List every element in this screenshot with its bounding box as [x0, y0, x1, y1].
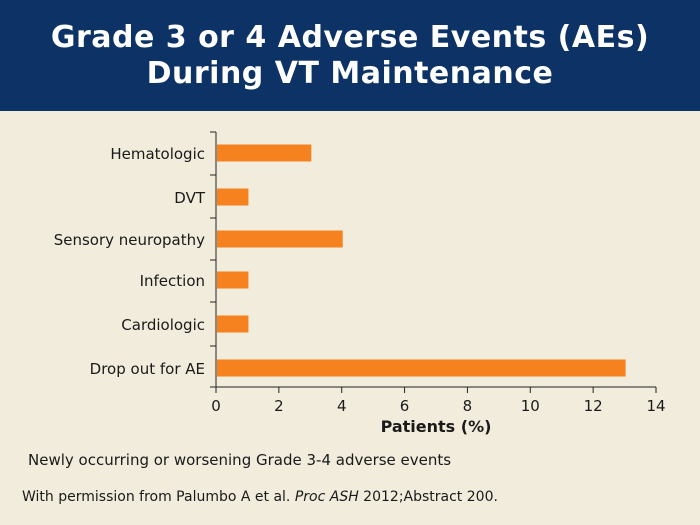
bar-hematologic — [217, 144, 312, 162]
bar-sensory-neuropathy — [217, 230, 343, 248]
x-tick-label: 8 — [463, 397, 473, 415]
x-tick-label: 14 — [646, 397, 665, 415]
bar-dvt — [217, 188, 249, 206]
bar-drop-out-for-ae — [217, 359, 626, 377]
slide-header: Grade 3 or 4 Adverse Events (AEs) During… — [0, 0, 700, 111]
x-tick-label: 2 — [274, 397, 284, 415]
bar-cardiologic — [217, 315, 249, 333]
x-tick-label: 12 — [584, 397, 603, 415]
y-tick-label: DVT — [174, 189, 206, 207]
x-tick-label: 4 — [337, 397, 347, 415]
citation-journal: Proc ASH — [294, 489, 359, 505]
y-tick-label: Drop out for AE — [90, 360, 205, 378]
x-axis-title: Patients (%) — [381, 417, 492, 436]
bar-infection — [217, 271, 249, 289]
y-tick-label: Cardiologic — [121, 316, 205, 334]
slide-title-line-1: Grade 3 or 4 Adverse Events (AEs) — [50, 19, 650, 55]
chart-canvas: Hematologic DVT Sensory neuropathy Infectio… — [54, 131, 666, 436]
adverse-events-bar-chart: Hematologic DVT Sensory neuropathy Infectio… — [0, 111, 700, 451]
slide-title-line-2: During VT Maintenance — [146, 55, 554, 91]
citation: With permission from Palumbo A et al. Pr… — [22, 489, 498, 505]
y-tick-label: Hematologic — [110, 145, 205, 163]
x-tick-label: 10 — [521, 397, 540, 415]
y-tick-label: Sensory neuropathy — [54, 231, 205, 249]
y-tick-label: Infection — [140, 272, 205, 290]
citation-suffix: 2012;Abstract 200. — [358, 489, 498, 505]
footnote: Newly occurring or worsening Grade 3-4 a… — [28, 451, 452, 469]
citation-prefix: With permission from Palumbo A et al. — [22, 489, 295, 505]
x-tick-label: 6 — [400, 397, 410, 415]
x-tick-label: 0 — [211, 397, 221, 415]
